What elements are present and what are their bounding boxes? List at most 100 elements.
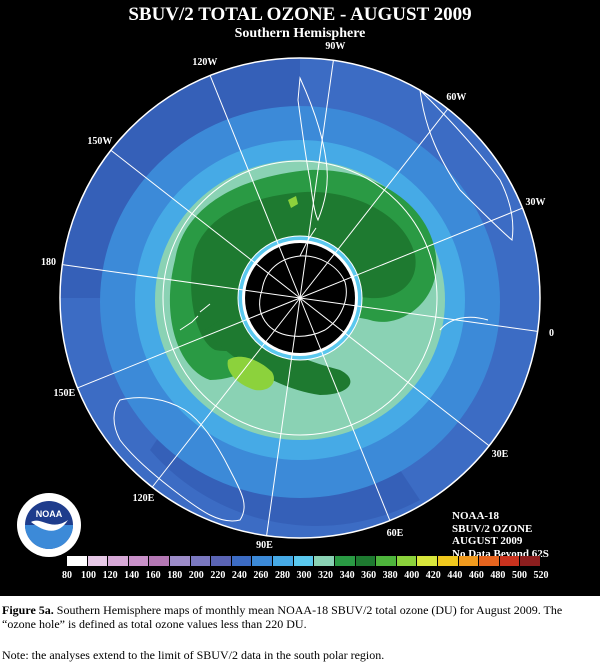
meridian-line [110, 149, 301, 299]
legend-swatch [458, 556, 480, 566]
legend-tick-label: 240 [231, 570, 247, 581]
ozone-map [59, 57, 541, 539]
meridian-line [266, 297, 301, 536]
legend-swatch [293, 556, 315, 566]
caption-text: Southern Hemisphere maps of monthly mean… [2, 603, 563, 631]
legend-tick-label: 320 [318, 570, 334, 581]
meridian-line [299, 60, 334, 299]
longitude-label: 90E [256, 540, 273, 551]
info-satellite: NOAA-18 [452, 510, 500, 522]
meridian-line [209, 75, 301, 299]
noaa-logo-text: NOAA [36, 509, 63, 519]
legend-tick-label: 300 [296, 570, 312, 581]
legend-tick-label: 400 [404, 570, 420, 581]
info-product: SBUV/2 OZONE [452, 522, 533, 535]
legend-swatch [67, 556, 88, 566]
legend-swatch [499, 556, 521, 566]
coastline-antarctica [259, 255, 347, 337]
meridian-line [77, 297, 301, 389]
legend-swatch [87, 556, 109, 566]
color-legend: 80 100 120 140 160 180 200 220 240 260 280 300 320 34… [62, 556, 549, 596]
longitude-label: 120E [132, 492, 155, 504]
legend-tick-label: 420 [425, 570, 441, 581]
coastline-australia [113, 397, 245, 522]
map-panel: SBUV/2 TOTAL OZONE - AUGUST 2009 Souther… [0, 0, 600, 596]
longitude-label: 30E [491, 448, 509, 460]
legend-swatch [231, 556, 253, 566]
legend-tick-label: 520 [533, 570, 549, 581]
longitude-label: 120W [192, 56, 218, 68]
longitude-label: 150E [53, 387, 76, 399]
caption-label: Figure 5a. [2, 603, 54, 617]
latitude-circle-60 [162, 160, 438, 436]
legend-swatch [437, 556, 459, 566]
coastline-south-africa-tip [439, 316, 489, 331]
longitude-label: 150W [87, 136, 113, 148]
legend-tick-label: 380 [382, 570, 398, 581]
legend-tick-label: 280 [274, 570, 290, 581]
legend-tick-label: 80 [62, 570, 72, 581]
legend-swatch [396, 556, 418, 566]
map-title: SBUV/2 TOTAL OZONE - AUGUST 2009 [128, 4, 472, 25]
meridian-line [299, 297, 538, 332]
legend-swatch [211, 556, 232, 566]
meridian-line [151, 297, 301, 488]
latitude-circle-hole [237, 235, 363, 361]
legend-tick-label: 440 [447, 570, 463, 581]
ozone-band-darker-south [150, 420, 420, 526]
legend-swatch [376, 556, 397, 566]
legend-tick-label: 220 [210, 570, 226, 581]
longitude-label: 0 [549, 327, 555, 339]
legend-swatch [108, 556, 129, 566]
latitude-circle-outer [59, 57, 541, 539]
legend-swatch [479, 556, 500, 566]
legend-tick-label: 360 [361, 570, 377, 581]
longitude-label: 30W [525, 197, 546, 209]
coastline-africa [419, 88, 514, 241]
legend-swatch [355, 556, 377, 566]
legend-swatches [67, 556, 542, 566]
coastline-south-america [297, 76, 328, 222]
meridian-line [299, 207, 523, 299]
legend-swatch [314, 556, 335, 566]
legend-tick-label: 160 [145, 570, 161, 581]
legend-tick-label: 100 [81, 570, 97, 581]
legend-swatch [128, 556, 150, 566]
legend-tick-label: 120 [102, 570, 118, 581]
legend-swatch [170, 556, 191, 566]
legend-tick-label: 480 [490, 570, 506, 581]
ozone-peak-area [227, 356, 275, 391]
legend-tick-label: 500 [511, 570, 527, 581]
ozone-band-360-south [205, 320, 351, 395]
figure-caption: Figure 5a. Southern Hemisphere maps of m… [2, 603, 598, 631]
ozone-small-patch [288, 196, 298, 208]
meridian-line [62, 264, 301, 299]
meridian-line [299, 108, 449, 299]
meridian-line [299, 297, 490, 447]
legend-swatch [149, 556, 171, 566]
legend-tick-label: 460 [468, 570, 484, 581]
legend-tick-label: 140 [124, 570, 140, 581]
legend-swatch [520, 556, 542, 566]
longitude-label: 180 [40, 257, 56, 269]
legend-tick-label: 200 [188, 570, 204, 581]
meridian-line [299, 297, 391, 521]
longitude-label: 90W [325, 40, 346, 52]
longitude-label: 60W [446, 92, 467, 104]
info-block: NOAA-18 SBUV/2 OZONE AUGUST 2009 No Data… [452, 510, 549, 560]
legend-tick-label: 260 [253, 570, 269, 581]
legend-swatch [190, 556, 212, 566]
info-date: AUGUST 2009 [452, 535, 523, 547]
figure-note: Note: the analyses extend to the limit o… [2, 648, 385, 662]
map-subtitle: Southern Hemisphere [234, 26, 366, 41]
legend-swatch [252, 556, 274, 566]
meridian-lines [62, 60, 538, 536]
legend-swatch [417, 556, 438, 566]
noaa-logo: NOAA [17, 493, 81, 557]
legend-tick-label: 340 [339, 570, 355, 581]
legend-swatch [334, 556, 356, 566]
longitude-label: 60E [386, 528, 404, 539]
coastline-new-zealand [179, 303, 211, 331]
legend-tick-label: 180 [167, 570, 183, 581]
legend-swatch [273, 556, 294, 566]
